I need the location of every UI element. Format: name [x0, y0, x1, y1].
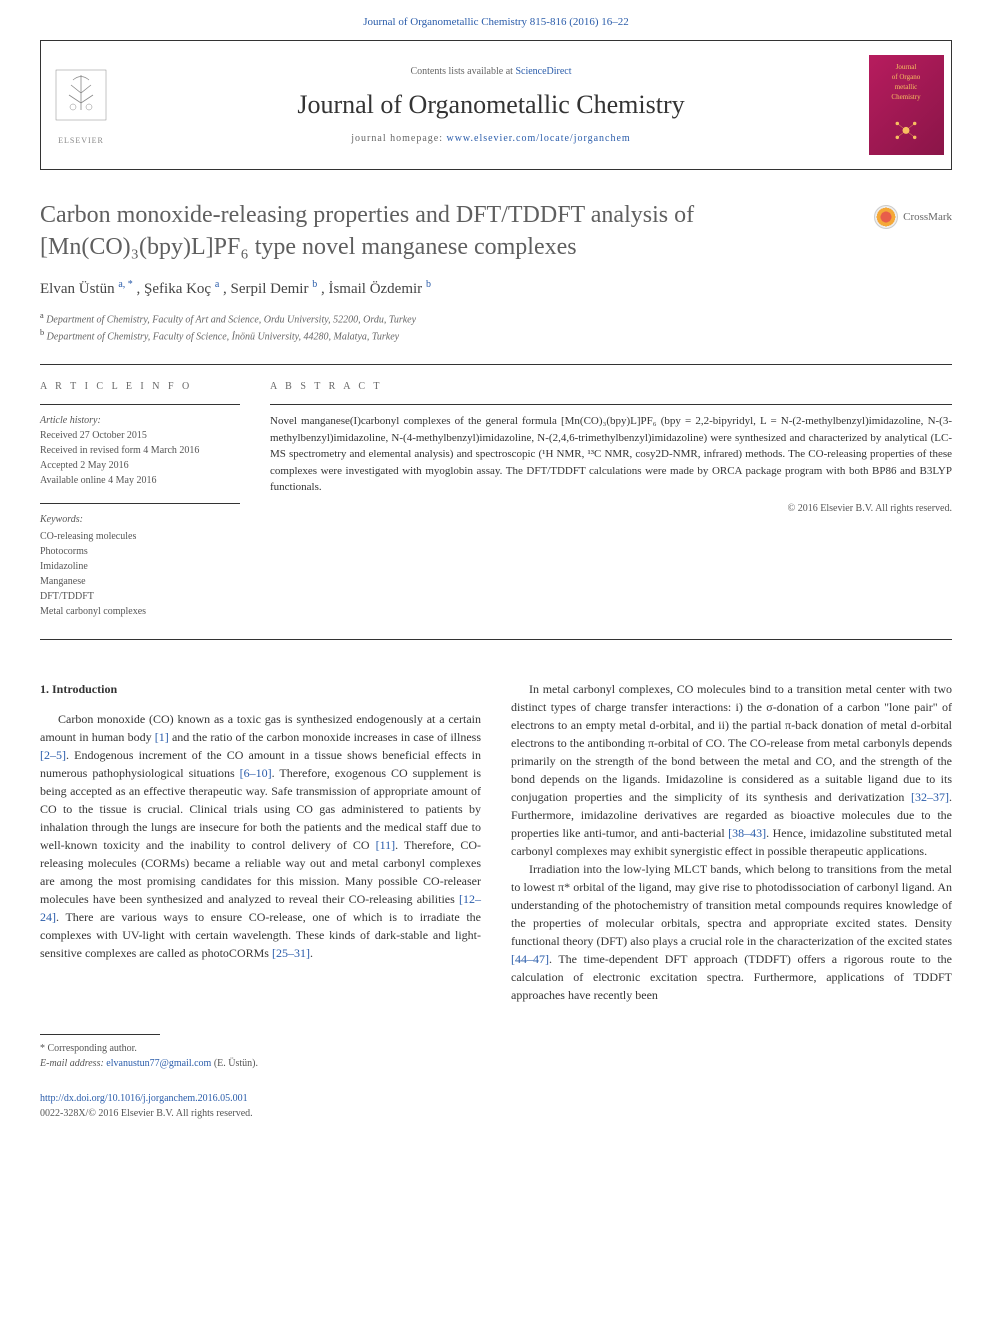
ref-11[interactable]: [11]	[376, 838, 396, 852]
header-center: Contents lists available at ScienceDirec…	[121, 41, 861, 169]
elsevier-tree-icon	[51, 65, 111, 135]
paragraph-3: Irradiation into the low-lying MLCT band…	[511, 860, 952, 1004]
cover-molecule-icon	[881, 113, 931, 148]
article-title: Carbon monoxide-releasing properties and…	[40, 200, 952, 262]
article-info: A R T I C L E I N F O Article history: R…	[40, 380, 240, 619]
author-2: , Şefika Koç	[137, 281, 215, 297]
paragraph-2: In metal carbonyl complexes, CO molecule…	[511, 680, 952, 860]
keywords: Keywords: CO-releasing molecules Photoco…	[40, 503, 240, 619]
abstract-column: A B S T R A C T Novel manganese(I)carbon…	[270, 380, 952, 619]
email-line: E-mail address: elvanustun77@gmail.com (…	[40, 1056, 952, 1071]
crossmark-badge[interactable]: CrossMark	[874, 205, 952, 229]
journal-homepage-link[interactable]: www.elsevier.com/locate/jorganchem	[446, 133, 630, 144]
issn-line: 0022-328X/© 2016 Elsevier B.V. All right…	[40, 1108, 253, 1119]
author-1: Elvan Üstün	[40, 281, 118, 297]
title-section: Carbon monoxide-releasing properties and…	[40, 200, 952, 262]
abstract-heading: A B S T R A C T	[270, 380, 952, 394]
section-1-heading: 1. Introduction	[40, 680, 481, 698]
body-col-left: 1. Introduction Carbon monoxide (CO) kno…	[40, 680, 481, 1004]
authors-list: Elvan Üstün a, * , Şefika Koç a , Serpil…	[40, 278, 952, 300]
corresponding-author: * Corresponding author.	[40, 1041, 952, 1056]
crossmark-icon	[874, 205, 898, 229]
info-abstract-row: A R T I C L E I N F O Article history: R…	[40, 380, 952, 619]
abstract-copyright: © 2016 Elsevier B.V. All rights reserved…	[270, 501, 952, 516]
ref-2-5[interactable]: [2–5]	[40, 748, 66, 762]
journal-cover: Journal of Organo metallic Chemistry	[861, 41, 951, 169]
contents-list-text: Contents lists available at ScienceDirec…	[410, 65, 571, 79]
sciencedirect-link[interactable]: ScienceDirect	[515, 66, 571, 77]
author-2-aff[interactable]: a	[215, 279, 219, 290]
ref-44-47[interactable]: [44–47]	[511, 952, 549, 966]
article-info-heading: A R T I C L E I N F O	[40, 380, 240, 394]
top-citation-link[interactable]: Journal of Organometallic Chemistry 815-…	[363, 16, 629, 28]
doi-section: http://dx.doi.org/10.1016/j.jorganchem.2…	[40, 1091, 952, 1121]
journal-name: Journal of Organometallic Chemistry	[297, 87, 684, 123]
author-3-aff[interactable]: b	[312, 279, 317, 290]
author-1-aff[interactable]: a, *	[118, 279, 132, 290]
footnote-divider	[40, 1034, 160, 1035]
paragraph-1: Carbon monoxide (CO) known as a toxic ga…	[40, 710, 481, 962]
divider-bottom	[40, 639, 952, 640]
article-history: Article history: Received 27 October 201…	[40, 404, 240, 488]
ref-25-31[interactable]: [25–31]	[272, 946, 310, 960]
ref-6-10[interactable]: [6–10]	[240, 766, 272, 780]
author-3: , Serpil Demir	[223, 281, 312, 297]
doi-link[interactable]: http://dx.doi.org/10.1016/j.jorganchem.2…	[40, 1093, 248, 1104]
footnote-section: * Corresponding author. E-mail address: …	[40, 1034, 952, 1071]
divider-top	[40, 364, 952, 365]
journal-homepage: journal homepage: www.elsevier.com/locat…	[351, 132, 630, 146]
body-columns: 1. Introduction Carbon monoxide (CO) kno…	[40, 680, 952, 1004]
abstract-text: Novel manganese(I)carbonyl complexes of …	[270, 404, 952, 516]
elsevier-logo: ELSEVIER	[41, 41, 121, 169]
email-link[interactable]: elvanustun77@gmail.com	[106, 1058, 211, 1069]
affiliations: a Department of Chemistry, Faculty of Ar…	[40, 310, 952, 345]
ref-32-37[interactable]: [32–37]	[911, 790, 949, 804]
journal-header: ELSEVIER Contents lists available at Sci…	[40, 40, 952, 170]
author-4-aff[interactable]: b	[426, 279, 431, 290]
top-citation: Journal of Organometallic Chemistry 815-…	[0, 0, 992, 40]
ref-1[interactable]: [1]	[155, 730, 169, 744]
body-col-right: In metal carbonyl complexes, CO molecule…	[511, 680, 952, 1004]
author-4: , İsmail Özdemir	[321, 281, 426, 297]
ref-38-43[interactable]: [38–43]	[728, 826, 766, 840]
